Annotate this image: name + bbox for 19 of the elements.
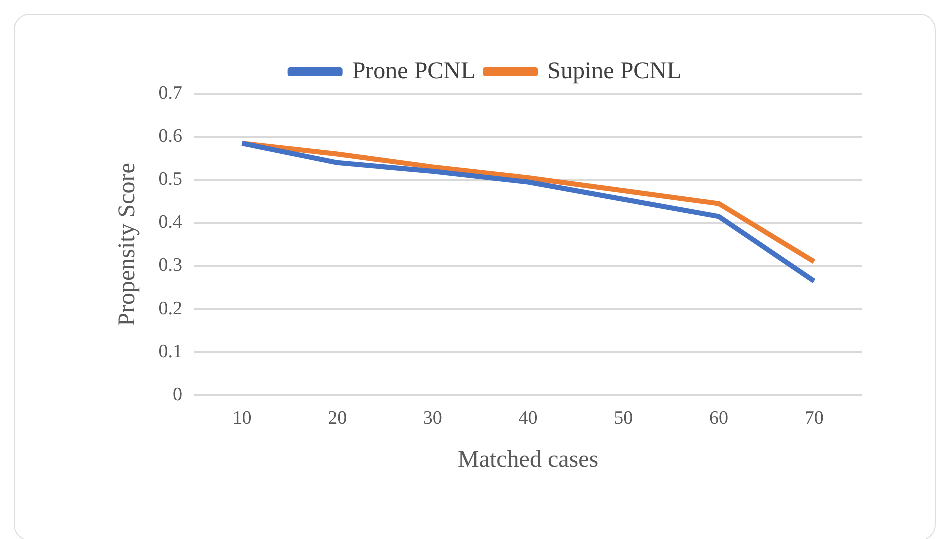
x-tick-label: 50 (614, 408, 634, 429)
legend-label: Supine PCNL (548, 58, 682, 84)
x-tick-label: 60 (709, 408, 728, 429)
y-tick-label: 0 (173, 384, 183, 406)
y-axis-title: Propensity Score (114, 163, 141, 326)
y-tick-label: 0.4 (158, 212, 184, 234)
y-tick-label: 0.6 (158, 126, 183, 148)
y-tick-label: 0.7 (158, 82, 183, 104)
x-tick-label: 70 (804, 408, 824, 429)
y-tick-label: 0.5 (158, 169, 183, 190)
y-tick-label: 0.2 (158, 298, 183, 320)
legend-label: Prone PCNL (352, 58, 476, 84)
y-tick-label: 0.1 (158, 341, 183, 362)
x-axis-title: Matched cases (458, 446, 599, 473)
x-tick-label: 30 (423, 408, 442, 429)
x-tick-label: 10 (232, 408, 252, 429)
x-tick-label: 40 (518, 408, 538, 429)
x-tick-label: 20 (328, 408, 348, 429)
y-tick-label: 0.3 (158, 255, 183, 276)
